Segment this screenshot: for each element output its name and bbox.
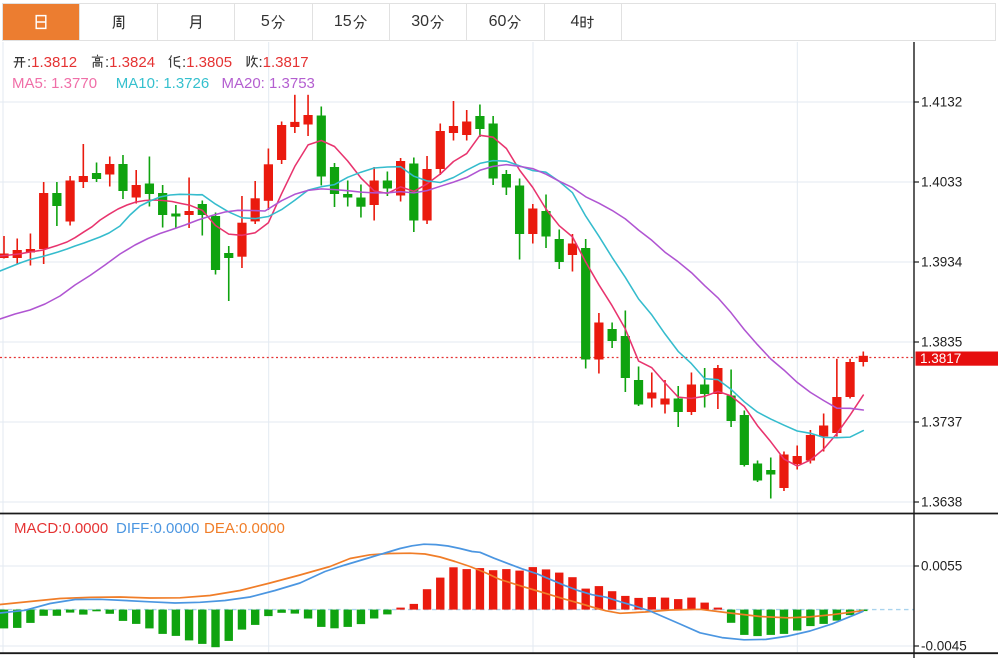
svg-text:1.3817: 1.3817 <box>920 351 961 366</box>
svg-text:1.3638: 1.3638 <box>921 495 962 510</box>
svg-text:1.3737: 1.3737 <box>921 415 962 430</box>
svg-text:-0.0045: -0.0045 <box>921 639 967 654</box>
svg-text:1.3934: 1.3934 <box>921 255 963 270</box>
svg-text:0.0055: 0.0055 <box>921 559 962 574</box>
svg-text:1.4132: 1.4132 <box>921 95 962 110</box>
svg-text:1.3835: 1.3835 <box>921 335 962 350</box>
svg-text:1.4033: 1.4033 <box>921 175 962 190</box>
